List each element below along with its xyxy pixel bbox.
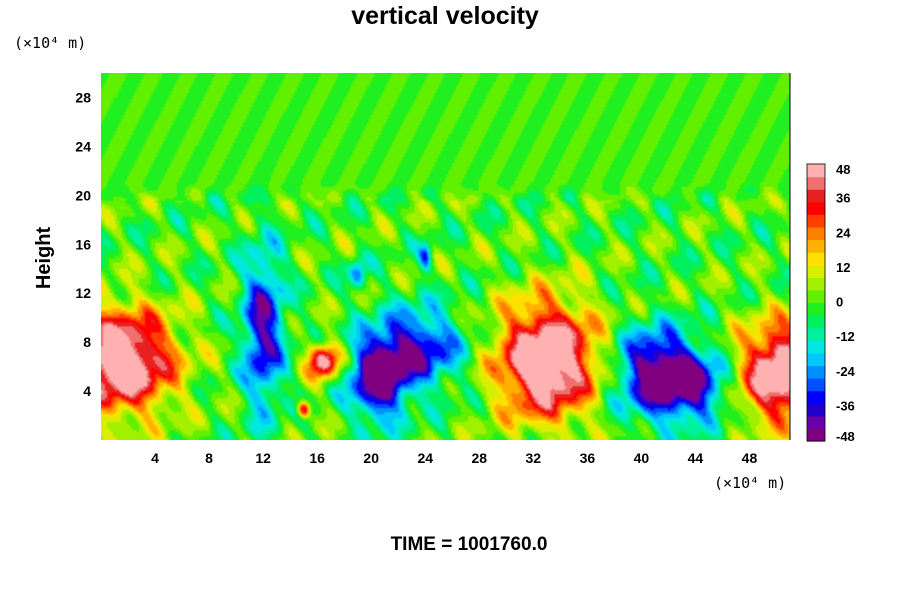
colorbar-tick-label: -24 [836,364,856,379]
x-tick-label: 48 [742,450,758,466]
colorbar-swatch [807,189,825,203]
colorbar-swatch [807,378,825,392]
colorbar-tick-label: 12 [836,260,850,275]
colorbar-frame [806,163,826,442]
y-tick-label: 16 [75,236,91,252]
x-unit-label: (×10⁴ m) [714,474,786,492]
colorbar-swatch [807,201,825,215]
x-tick-label: 4 [151,450,159,466]
colorbar-swatch [807,415,825,430]
colorbar-swatch [807,302,825,316]
colorbar-swatch [807,239,825,253]
colorbar-swatch [807,176,825,190]
heatmap-field [101,73,790,440]
y-axis-ticks: 4 8 12 16 20 24 28 [75,89,91,399]
colorbar-swatch [807,327,825,341]
y-axis-label: Height [33,227,55,290]
colorbar-tick-label: 48 [836,162,850,177]
x-tick-label: 28 [471,450,487,466]
colorbar-swatch [807,390,825,404]
colorbar-swatch [807,277,825,291]
colorbar-tick-label: -36 [836,398,855,413]
x-tick-label: 32 [526,450,542,466]
x-tick-label: 20 [363,450,379,466]
colorbar-tick-label: 24 [836,225,851,240]
colorbar-swatch [807,403,825,417]
x-tick-label: 8 [205,450,213,466]
colorbar-swatch [807,352,825,367]
colorbar-swatch [807,226,825,241]
y-tick-label: 28 [75,89,91,105]
colorbar-ticks: 48 36 24 12 0 -12 -24 -36 -48 [836,162,856,444]
y-tick-label: 4 [83,383,91,399]
time-label: TIME = 1001760.0 [391,534,548,555]
colorbar-tick-label: 0 [836,295,843,310]
colorbar-tick-label: -48 [836,429,855,444]
x-tick-label: 24 [417,450,433,466]
y-tick-label: 20 [75,187,91,203]
x-axis-ticks: 4 8 12 16 20 24 28 32 36 40 44 48 [151,450,757,466]
plot-area [101,73,791,440]
y-unit-label: (×10⁴ m) [14,34,86,52]
x-tick-label: 12 [255,450,271,466]
colorbar-swatch [807,315,825,329]
colorbar-tick-label: 36 [836,191,850,206]
x-tick-label: 16 [309,450,325,466]
y-tick-label: 12 [75,285,91,301]
colorbar-swatch [807,214,825,228]
colorbar-swatch [807,365,825,379]
x-tick-label: 36 [580,450,596,466]
x-tick-label: 44 [688,450,704,466]
y-tick-label: 24 [75,138,91,154]
colorbar [806,163,826,442]
colorbar-swatch [807,428,825,442]
y-tick-label: 8 [83,334,91,350]
colorbar-swatch [807,289,825,304]
colorbar-tick-label: -12 [836,329,855,344]
colorbar-swatch [807,340,825,354]
chart-title: vertical velocity [351,2,539,30]
colorbar-swatch [807,264,825,278]
colorbar-swatch [807,252,825,266]
x-tick-label: 40 [634,450,650,466]
colorbar-swatch [807,164,825,178]
